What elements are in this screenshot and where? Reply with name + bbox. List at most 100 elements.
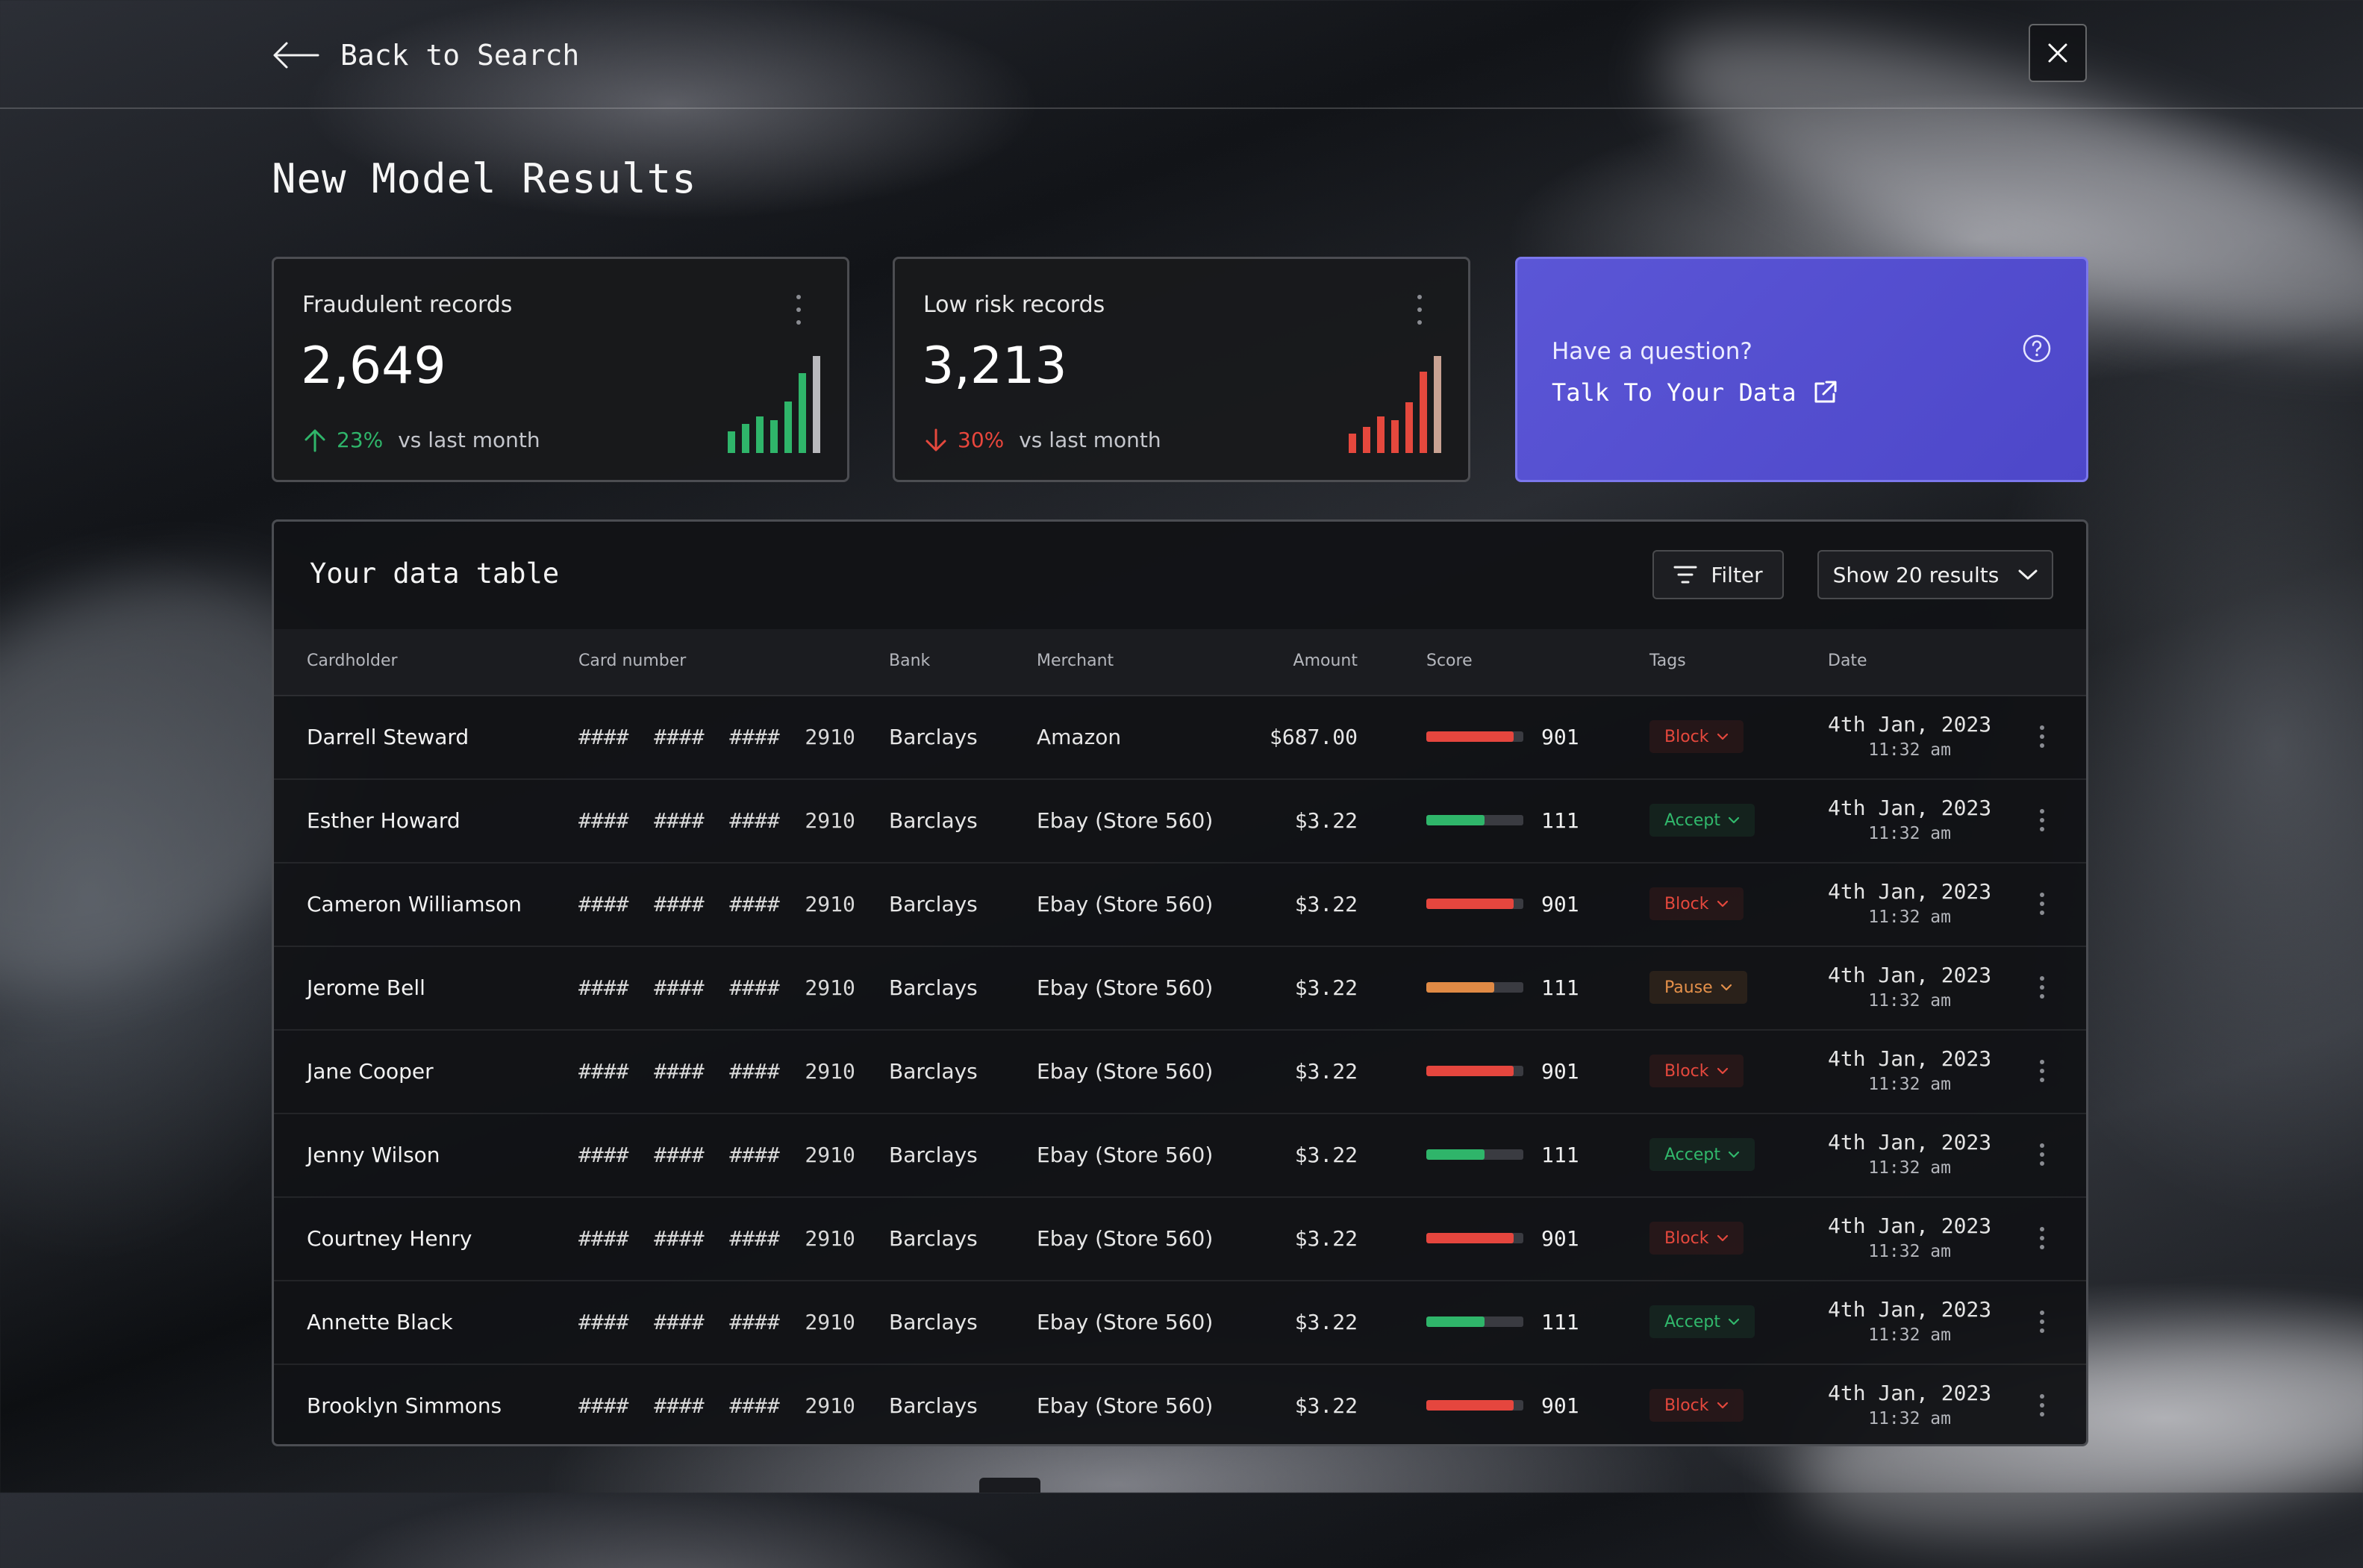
score-value: 901 <box>1541 1225 1579 1251</box>
ask-question-card[interactable]: Have a question? Talk To Your Data <box>1515 257 2088 482</box>
score-cell: 901 <box>1426 695 1579 778</box>
tag-label: Block <box>1664 894 1709 913</box>
arrow-left-icon <box>273 42 319 69</box>
cardholder-cell: Jenny Wilson <box>307 1142 440 1167</box>
amount-cell: $3.22 <box>1294 891 1358 916</box>
time-value: 11:32 am <box>1868 1242 1951 1261</box>
filter-button[interactable]: Filter <box>1652 550 1784 599</box>
cardholder-cell: Brooklyn Simmons <box>307 1393 502 1418</box>
talk-to-your-data-link[interactable]: Talk To Your Data <box>1552 378 1838 407</box>
row-menu-button[interactable] <box>2031 862 2053 946</box>
card-number-cell: #### #### #### 2910 <box>578 975 855 1000</box>
table-row[interactable]: Cameron Williamson #### #### #### 2910 Bar… <box>274 862 2086 947</box>
bank-cell: Barclays <box>889 891 978 916</box>
merchant-cell: Ebay (Store 560) <box>1037 1309 1214 1334</box>
date-value: 4th Jan, 2023 <box>1828 1381 1992 1405</box>
row-menu-button[interactable] <box>2031 946 2053 1029</box>
back-to-search-label: Back to Search <box>340 39 580 72</box>
cardholder-cell: Jane Cooper <box>307 1058 434 1084</box>
table-row[interactable]: Brooklyn Simmons #### #### #### 2910 Barcl… <box>274 1364 2086 1444</box>
column-header-bank[interactable]: Bank <box>889 652 931 670</box>
score-value: 111 <box>1541 975 1579 1000</box>
column-header-cardholder[interactable]: Cardholder <box>307 652 398 670</box>
score-cell: 111 <box>1426 946 1579 1029</box>
time-value: 11:32 am <box>1868 1158 1951 1178</box>
low-risk-records-card: Low risk records 3,213 30% vs last month <box>893 257 1470 482</box>
bottom-handle[interactable] <box>979 1478 1040 1493</box>
tag-dropdown[interactable]: Block <box>1649 887 1744 920</box>
show-results-dropdown[interactable]: Show 20 results <box>1817 550 2053 599</box>
table-row[interactable]: Jerome Bell #### #### #### 2910 Barclays Eb… <box>274 946 2086 1031</box>
column-header-score[interactable]: Score <box>1426 652 1473 670</box>
column-header-amount[interactable]: Amount <box>1293 652 1358 670</box>
close-button[interactable] <box>2029 24 2087 82</box>
stat-label: Fraudulent records <box>302 292 513 318</box>
top-bar: Back to Search <box>0 0 2363 109</box>
row-menu-button[interactable] <box>2031 695 2053 778</box>
bank-cell: Barclays <box>889 724 978 749</box>
merchant-cell: Ebay (Store 560) <box>1037 975 1214 1000</box>
tag-cell: Block <box>1649 1029 1744 1113</box>
score-bar-fill <box>1426 1316 1485 1327</box>
merchant-cell: Ebay (Store 560) <box>1037 1393 1214 1418</box>
bank-cell: Barclays <box>889 1142 978 1167</box>
score-value: 901 <box>1541 1393 1579 1418</box>
tag-dropdown[interactable]: Accept <box>1649 1305 1755 1338</box>
sparkline-chart <box>1349 356 1441 453</box>
stat-trend: 23% vs last month <box>304 428 540 452</box>
kebab-menu-icon <box>2040 809 2044 831</box>
column-header-merchant[interactable]: Merchant <box>1037 652 1114 670</box>
tag-dropdown[interactable]: Block <box>1649 1222 1744 1255</box>
column-header-date[interactable]: Date <box>1828 652 1867 670</box>
sparkline-bar <box>799 373 806 453</box>
chevron-down-icon <box>2018 569 2038 580</box>
table-row[interactable]: Esther Howard #### #### #### 2910 Barclays… <box>274 778 2086 863</box>
score-bar-fill <box>1426 899 1514 909</box>
score-bar-fill <box>1426 1149 1485 1160</box>
row-menu-button[interactable] <box>2031 1196 2053 1280</box>
sparkline-chart <box>728 356 820 453</box>
kebab-menu-icon[interactable] <box>787 295 810 325</box>
kebab-menu-icon <box>2040 1227 2044 1249</box>
row-menu-button[interactable] <box>2031 778 2053 862</box>
column-header-card-number[interactable]: Card number <box>578 652 687 670</box>
table-row[interactable]: Jane Cooper #### #### #### 2910 Barclays Eb… <box>274 1029 2086 1114</box>
tag-dropdown[interactable]: Pause <box>1649 971 1747 1004</box>
tag-label: Block <box>1664 1396 1709 1415</box>
row-menu-button[interactable] <box>2031 1364 2053 1444</box>
row-menu-button[interactable] <box>2031 1280 2053 1364</box>
table-row[interactable]: Courtney Henry #### #### #### 2910 Barclay… <box>274 1196 2086 1281</box>
card-number-cell: #### #### #### 2910 <box>578 808 855 833</box>
sparkline-bar <box>1405 402 1413 453</box>
help-circle-icon[interactable] <box>2022 334 2052 366</box>
row-menu-button[interactable] <box>2031 1029 2053 1113</box>
table-row[interactable]: Jenny Wilson #### #### #### 2910 Barclays E… <box>274 1113 2086 1198</box>
filter-label: Filter <box>1711 562 1763 587</box>
chevron-down-icon <box>1717 733 1728 740</box>
kebab-menu-icon[interactable] <box>1408 295 1431 325</box>
tag-dropdown[interactable]: Block <box>1649 1055 1744 1087</box>
tag-cell: Block <box>1649 862 1744 946</box>
tag-cell: Accept <box>1649 1280 1755 1364</box>
tag-dropdown[interactable]: Accept <box>1649 804 1755 837</box>
tag-dropdown[interactable]: Block <box>1649 720 1744 753</box>
date-cell: 4th Jan, 2023 11:32 am <box>1828 1196 1991 1280</box>
tag-cell: Pause <box>1649 946 1747 1029</box>
tag-label: Accept <box>1664 1312 1720 1331</box>
tag-dropdown[interactable]: Accept <box>1649 1138 1755 1171</box>
tag-label: Pause <box>1664 978 1713 997</box>
amount-cell: $687.00 <box>1269 724 1358 749</box>
row-menu-button[interactable] <box>2031 1113 2053 1196</box>
score-bar <box>1426 731 1523 742</box>
column-header-tags[interactable]: Tags <box>1649 652 1686 670</box>
score-bar <box>1426 1400 1523 1411</box>
table-row[interactable]: Annette Black #### #### #### 2910 Barclays… <box>274 1280 2086 1365</box>
tag-dropdown[interactable]: Block <box>1649 1389 1744 1422</box>
table-row[interactable]: Darrell Steward #### #### #### 2910 Barcla… <box>274 695 2086 780</box>
arrow-up-icon <box>305 429 325 452</box>
tag-label: Block <box>1664 1061 1709 1081</box>
back-to-search-button[interactable]: Back to Search <box>272 30 579 81</box>
fraudulent-records-card: Fraudulent records 2,649 23% vs last mon… <box>272 257 849 482</box>
cardholder-cell: Cameron Williamson <box>307 891 522 916</box>
data-table-panel: Your data table Filter Show 20 results C… <box>272 519 2088 1446</box>
